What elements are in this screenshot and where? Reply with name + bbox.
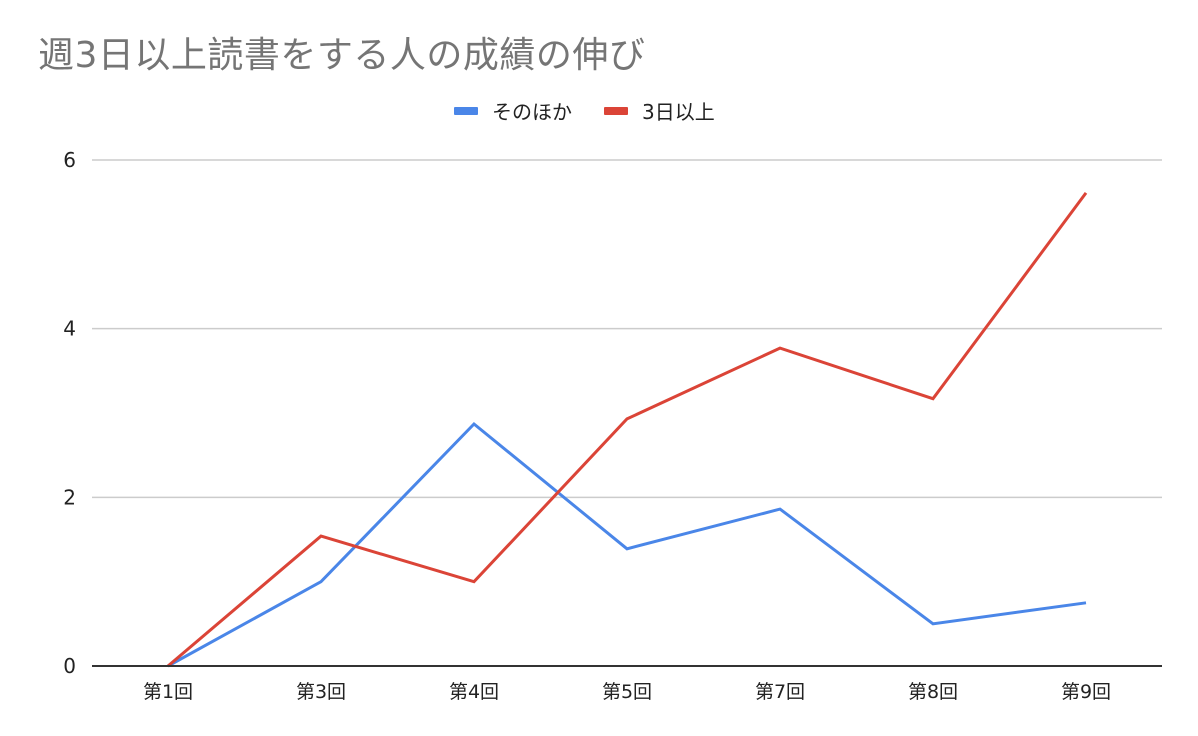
- legend-label: 3日以上: [642, 100, 715, 124]
- legend-item-other[interactable]: そのほか: [454, 96, 572, 125]
- legend-swatch-red-icon: [604, 106, 628, 115]
- x-tick-label: 第5回: [602, 681, 652, 703]
- legend-label: そのほか: [492, 100, 572, 124]
- y-tick-label: 6: [63, 148, 76, 172]
- y-tick-label: 4: [63, 317, 76, 341]
- x-tick-label: 第7回: [755, 681, 805, 703]
- x-tick-label: 第1回: [143, 681, 193, 703]
- y-tick-label: 2: [63, 485, 76, 509]
- x-tick-label: 第8回: [908, 681, 958, 703]
- legend-item-3days[interactable]: 3日以上: [604, 96, 715, 125]
- x-tick-label: 第3回: [296, 681, 346, 703]
- y-tick-label: 0: [63, 654, 76, 678]
- legend: そのほか 3日以上: [454, 96, 747, 125]
- legend-swatch-blue-icon: [454, 106, 478, 115]
- series-line: [167, 421, 1087, 668]
- x-tick-label: 第4回: [449, 681, 499, 703]
- x-tick-label: 第9回: [1061, 681, 1111, 703]
- series-line: [167, 192, 1088, 668]
- chart-title: 週3日以上読書をする人の成績の伸び: [38, 35, 646, 76]
